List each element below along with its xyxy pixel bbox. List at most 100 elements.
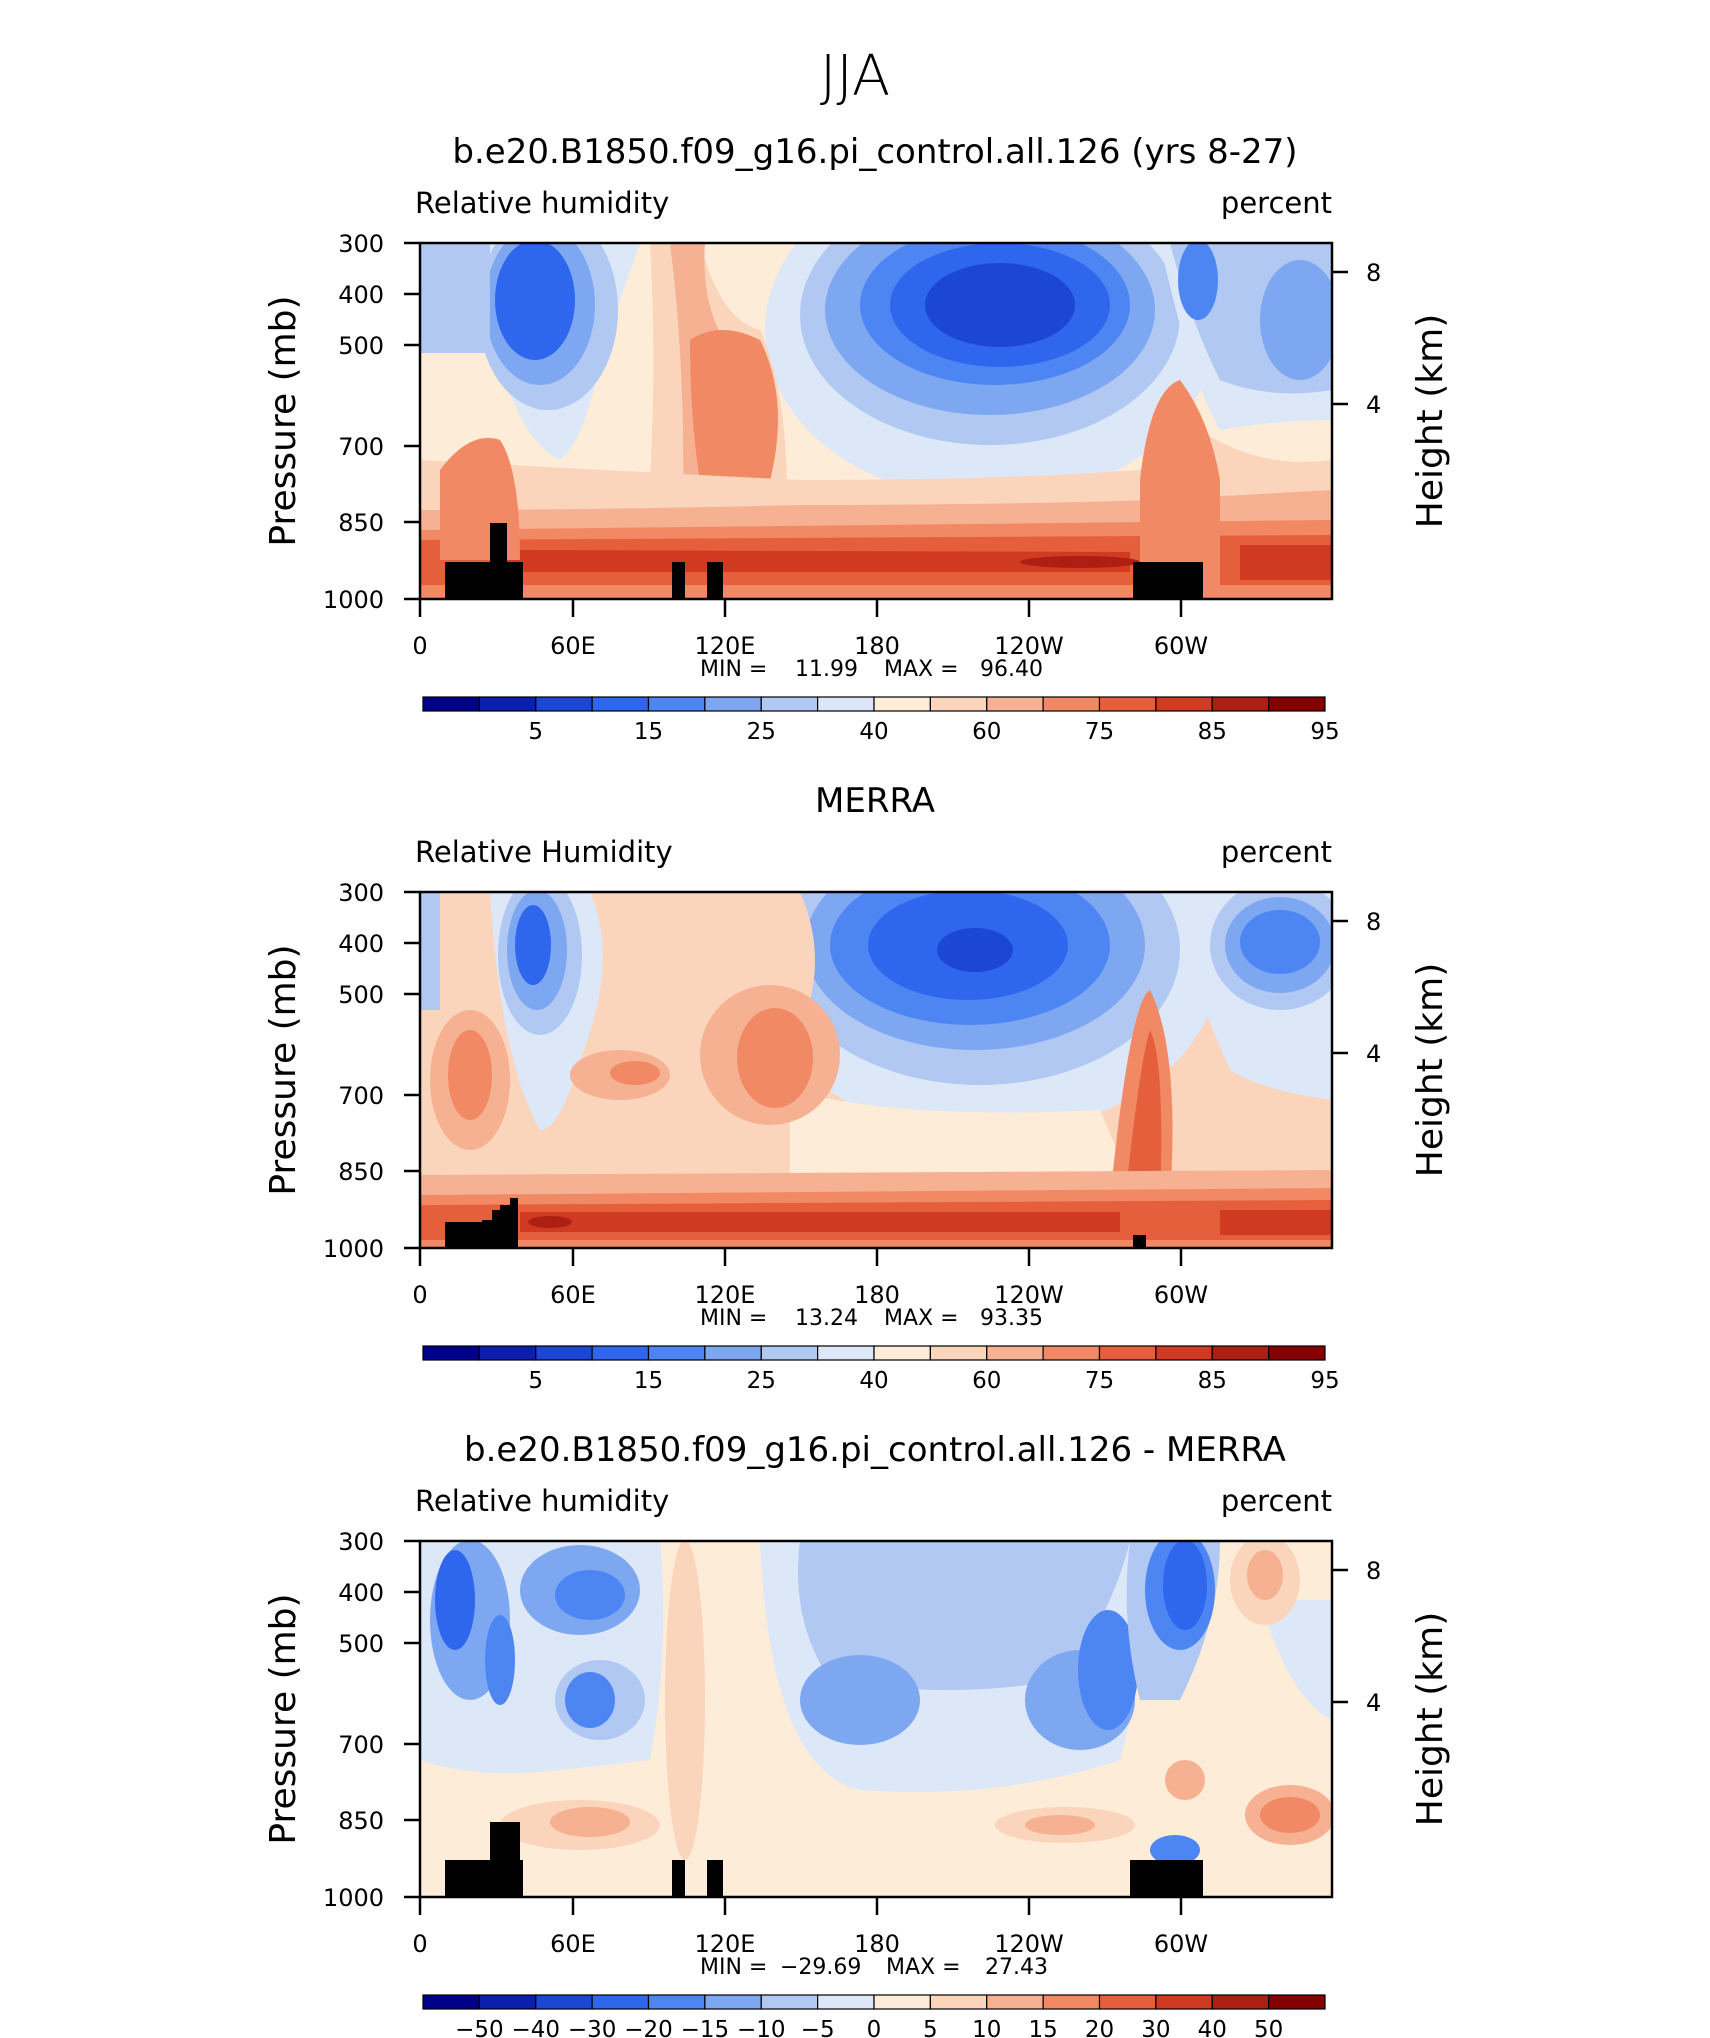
- contour-band: [1163, 1541, 1207, 1630]
- right-label: percent: [1221, 186, 1332, 220]
- y-tick-label: 700: [338, 1082, 384, 1110]
- contour-band: [937, 928, 1013, 972]
- colorbar-swatch: [535, 1345, 593, 1361]
- colorbar-label: 95: [1310, 719, 1339, 745]
- contour-band: [925, 263, 1075, 347]
- y-right-axis-title: Height (km): [1410, 314, 1451, 528]
- topography: [490, 523, 507, 563]
- y-tick-label: 1000: [323, 586, 384, 614]
- y-right-tick-label: 4: [1366, 391, 1381, 419]
- max-label: MAX =: [886, 1955, 961, 1980]
- stats: MIN = 13.24 MAX = 93.35: [700, 1306, 1043, 1331]
- y-tick-label: 850: [338, 1158, 384, 1186]
- x-tick-label: 60E: [550, 1281, 596, 1309]
- colorbar-swatch: [422, 1994, 480, 2010]
- colorbar-label: 75: [1085, 719, 1114, 745]
- y-axis-right: 8 4 Height (km): [1332, 259, 1451, 528]
- contour-band: [1247, 1550, 1283, 1600]
- contour-band: [800, 1655, 920, 1745]
- colorbar: −50 −40 −30 −20 −15 −10 −5 0 5 10 15 20 30 40 50: [422, 1994, 1326, 2038]
- colorbar-swatch: [1042, 1345, 1101, 1361]
- contour-band: [495, 243, 575, 360]
- contour-band: [500, 550, 1130, 572]
- contour-band: [420, 892, 440, 1010]
- y-tick-label: 850: [338, 1807, 384, 1835]
- y-axis-title: Pressure (mb): [263, 295, 304, 546]
- contour-band: [1260, 1797, 1320, 1833]
- contour-band: [1165, 1760, 1205, 1800]
- contour-band: [515, 905, 551, 985]
- colorbar-swatch: [1268, 696, 1326, 712]
- contour-band: [1260, 1600, 1332, 1720]
- colorbar-label: 30: [1141, 2017, 1170, 2038]
- contour-band: [1220, 1210, 1332, 1235]
- y-axis: 300 400 500 700 850 1000 Pressure (mb): [263, 879, 420, 1263]
- colorbar-swatch: [873, 1994, 931, 2010]
- y-axis: 300 400 500 700 850 1000 Pressure (mb): [263, 1528, 420, 1912]
- colorbar-swatch: [1211, 696, 1270, 712]
- colorbar-label: 5: [923, 2017, 938, 2038]
- colorbar-swatch: [1042, 1994, 1101, 2010]
- colorbar-label: 60: [972, 1368, 1001, 1394]
- y-tick-label: 1000: [323, 1235, 384, 1263]
- contour-band: [448, 1030, 492, 1120]
- contour-band: [1125, 1030, 1162, 1200]
- contour-band: [550, 1807, 630, 1837]
- colorbar-swatch: [591, 696, 650, 712]
- panel-model: b.e20.B1850.f09_g16.pi_control.all.126 (…: [263, 132, 1451, 745]
- topography: [445, 562, 523, 599]
- topography: [1133, 1235, 1146, 1248]
- x-tick-label: 120E: [695, 1930, 756, 1958]
- colorbar-label: −40: [511, 2017, 560, 2038]
- colorbar-swatch: [647, 1345, 706, 1361]
- x-tick-label: 180: [854, 632, 900, 660]
- right-label: percent: [1221, 835, 1332, 869]
- contour-band: [565, 1672, 615, 1728]
- topography: [445, 1822, 523, 1897]
- colorbar-label: 25: [747, 1368, 776, 1394]
- contour-band: [435, 1550, 475, 1650]
- colorbar-label: 85: [1198, 719, 1227, 745]
- topography: [445, 1198, 518, 1248]
- x-axis: 0 60E 120E 180 120W 60W: [412, 599, 1208, 660]
- panel-title: b.e20.B1850.f09_g16.pi_control.all.126 -…: [464, 1430, 1286, 1470]
- panel-merra: MERRA Relative Humidity percent: [263, 781, 1451, 1394]
- y-right-tick-label: 4: [1366, 1689, 1381, 1717]
- colorbar-swatch: [478, 696, 537, 712]
- y-tick-label: 850: [338, 509, 384, 537]
- contour-band: [1150, 1835, 1200, 1865]
- min-value: −29.69: [780, 1955, 861, 1980]
- colorbar: 5 15 25 40 60 75 85 95: [422, 1345, 1340, 1394]
- contour-field: [420, 892, 1332, 1248]
- colorbar-swatch: [986, 1994, 1044, 2010]
- colorbar-swatch: [704, 696, 762, 712]
- y-tick-label: 500: [338, 981, 384, 1009]
- y-tick-label: 400: [338, 281, 384, 309]
- y-tick-label: 500: [338, 1630, 384, 1658]
- colorbar-label: 50: [1254, 2017, 1283, 2038]
- colorbar-swatch: [704, 1345, 762, 1361]
- min-label: MIN =: [700, 1955, 767, 1980]
- colorbar-label: −50: [455, 2017, 504, 2038]
- y-tick-label: 500: [338, 332, 384, 360]
- colorbar-swatch: [1155, 696, 1213, 712]
- max-value: 93.35: [980, 1306, 1043, 1331]
- contour-band: [1140, 380, 1220, 599]
- colorbar-swatch: [1155, 1345, 1213, 1361]
- topography: [1130, 1860, 1203, 1897]
- colorbar-swatch: [873, 696, 931, 712]
- contour-field: [420, 243, 1332, 599]
- x-tick-label: 60E: [550, 1930, 596, 1958]
- colorbar-swatch: [929, 696, 988, 712]
- colorbar-swatch: [704, 1994, 762, 2010]
- min-label: MIN =: [700, 1306, 767, 1331]
- x-tick-label: 60E: [550, 632, 596, 660]
- min-value: 11.99: [795, 657, 858, 682]
- x-axis: 0 60E 120E 180 120W 60W: [412, 1248, 1208, 1309]
- max-label: MAX =: [884, 657, 959, 682]
- contour-band: [420, 243, 490, 353]
- x-tick-label: 120W: [994, 1930, 1064, 1958]
- colorbar-swatch: [422, 696, 480, 712]
- max-label: MAX =: [884, 1306, 959, 1331]
